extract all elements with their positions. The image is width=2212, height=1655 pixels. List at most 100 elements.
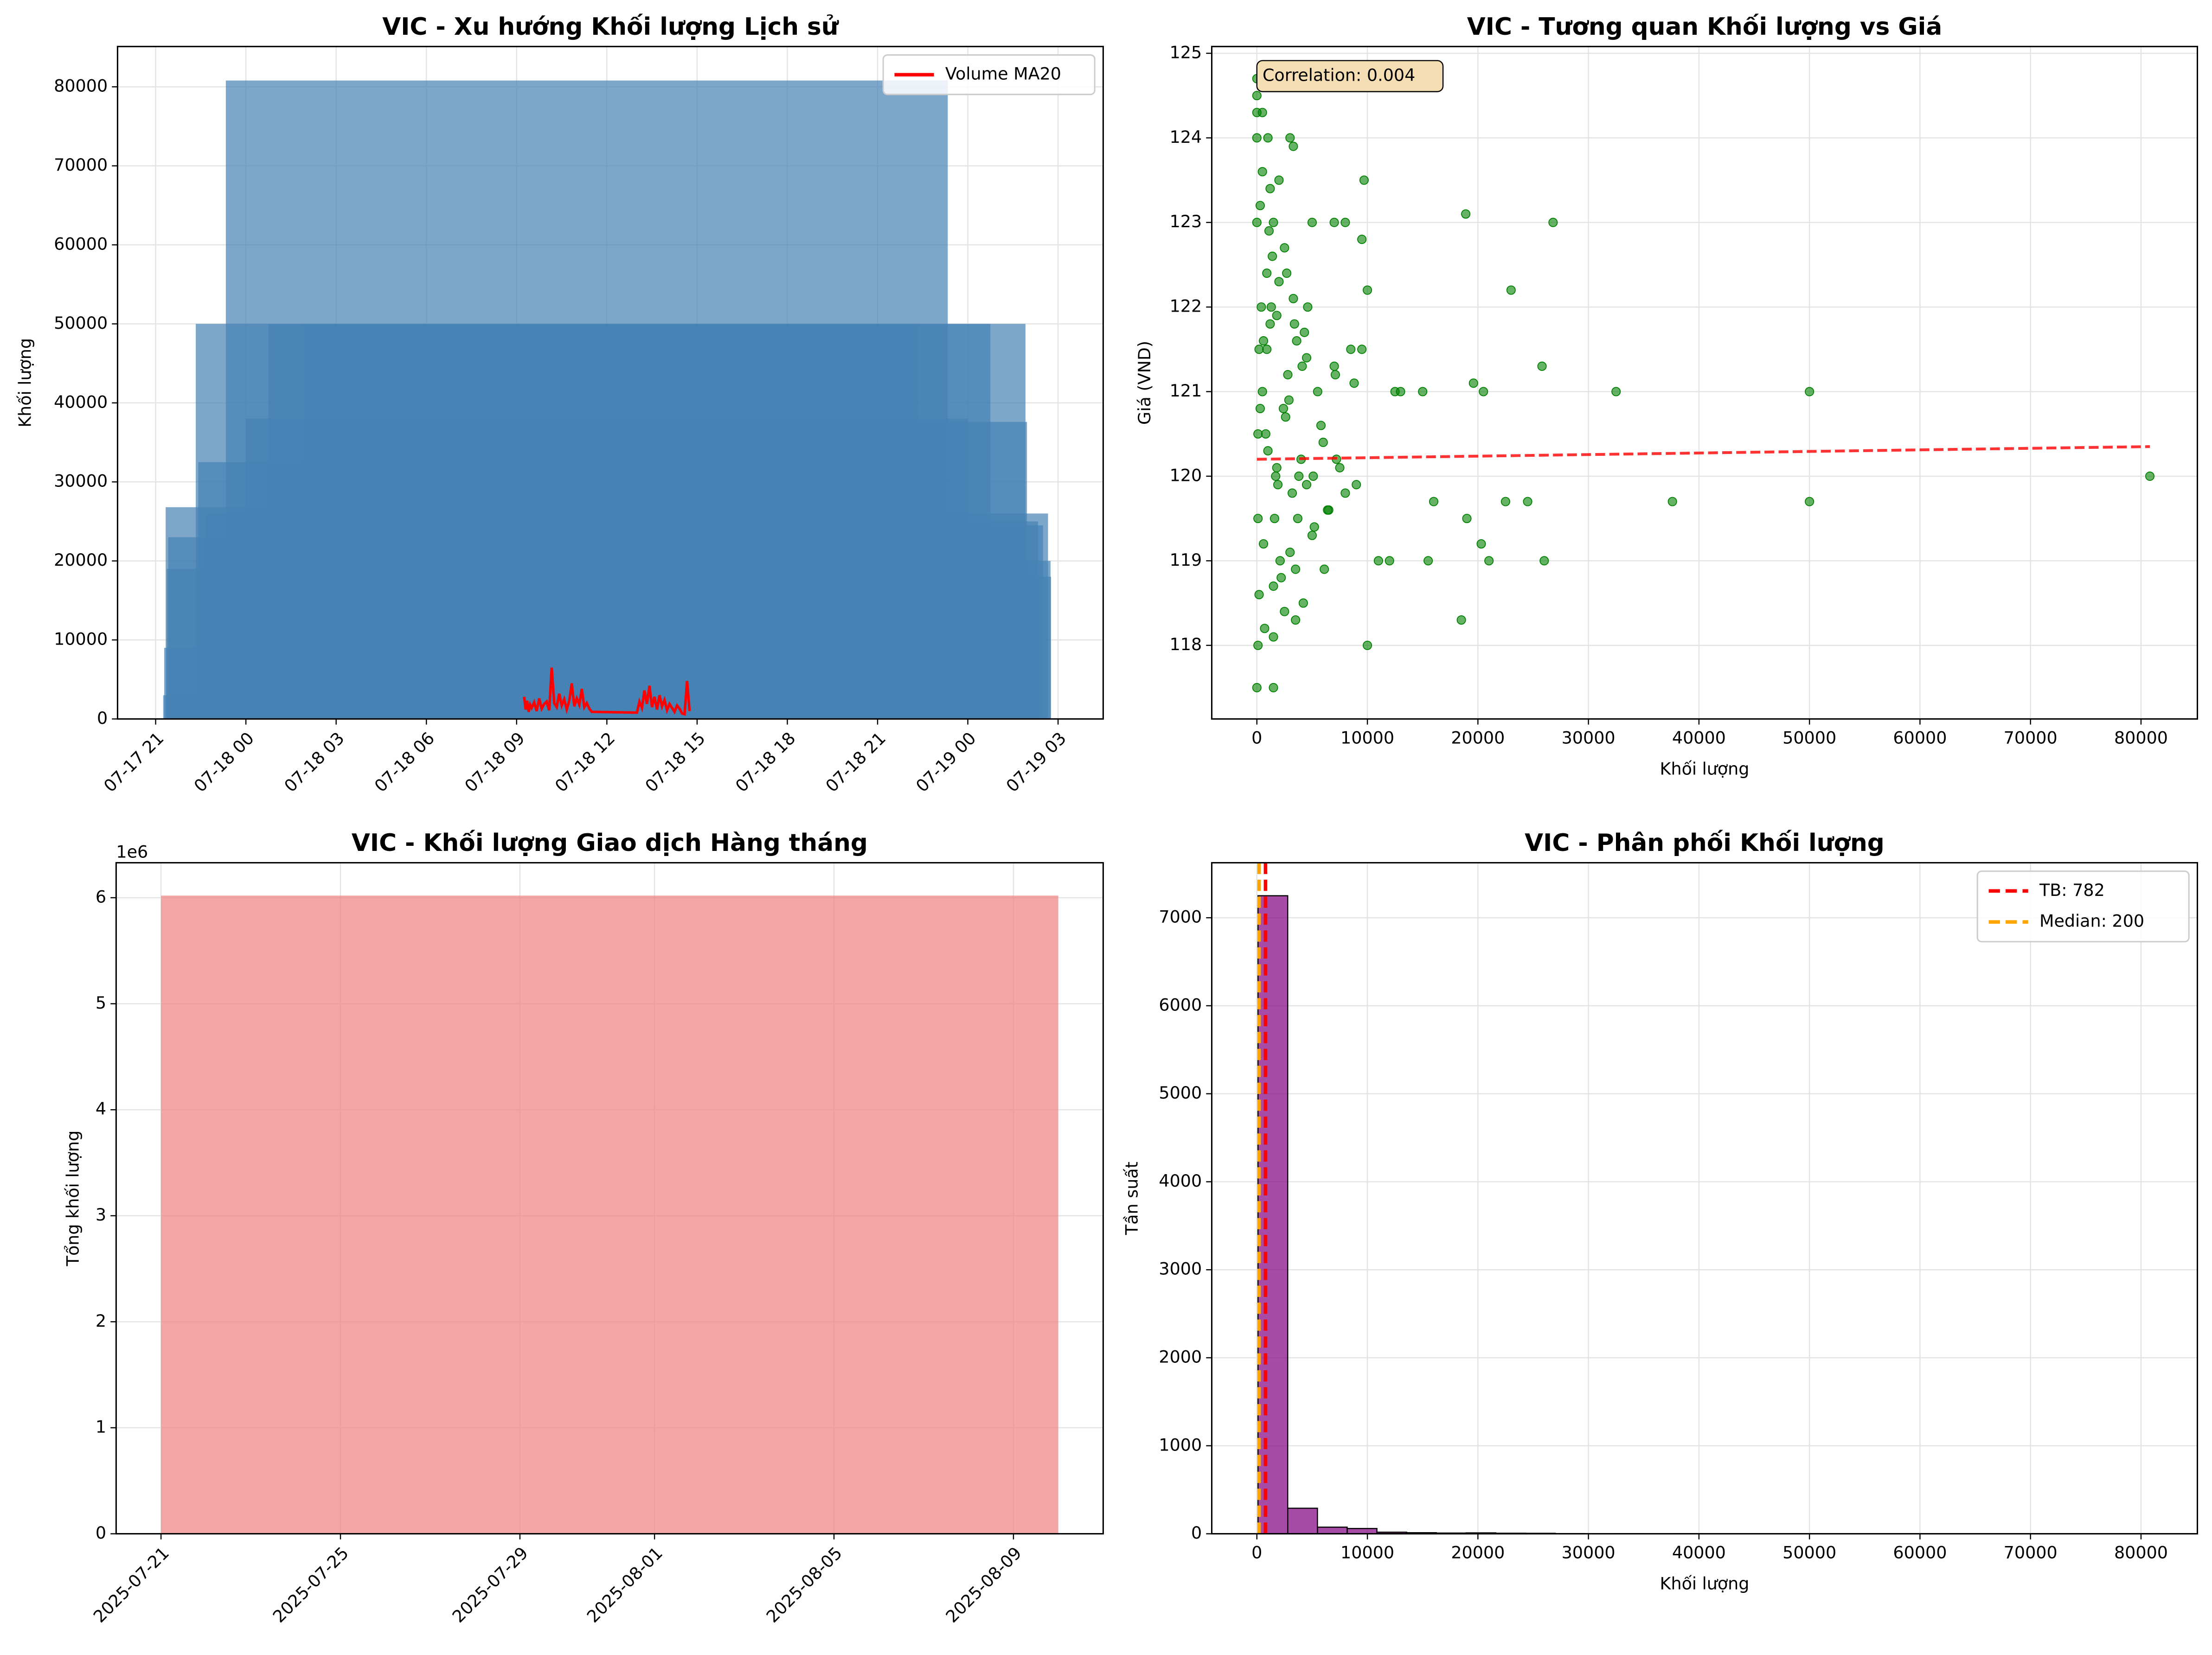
point xyxy=(1266,302,1276,312)
x-tick-label: 30000 xyxy=(1562,1543,1616,1563)
point xyxy=(1340,488,1350,498)
x-tick-label: 40000 xyxy=(1672,1543,1726,1563)
y-tick-label: 4000 xyxy=(1159,1171,1202,1191)
y-tick-label: 3000 xyxy=(1159,1259,1202,1279)
point xyxy=(1300,327,1309,337)
hist-bar xyxy=(1287,1508,1318,1534)
point xyxy=(1255,201,1265,211)
point xyxy=(1302,353,1312,363)
marks xyxy=(1252,74,2155,692)
point xyxy=(1309,522,1319,532)
point xyxy=(1308,471,1318,481)
point xyxy=(1307,530,1317,540)
point xyxy=(1283,370,1293,380)
point xyxy=(2145,471,2155,481)
marks xyxy=(163,80,1052,719)
point xyxy=(1357,345,1367,354)
y-tick-label: 50000 xyxy=(54,313,108,333)
point xyxy=(1805,497,1814,506)
x-tick-label: 50000 xyxy=(1782,728,1836,748)
point xyxy=(1359,175,1369,185)
point xyxy=(1418,387,1428,396)
point xyxy=(1268,251,1277,261)
point xyxy=(1284,395,1294,405)
y-tick-label: 119 xyxy=(1170,550,1202,570)
hist-bar xyxy=(1317,1527,1348,1534)
point xyxy=(1285,133,1295,143)
y-tick-label: 1000 xyxy=(1159,1435,1202,1455)
point xyxy=(1288,488,1297,498)
y-tick-label: 7000 xyxy=(1159,907,1202,927)
y-tick-label: 80000 xyxy=(54,76,108,96)
point xyxy=(1253,640,1263,650)
point xyxy=(1479,387,1488,396)
point xyxy=(1274,277,1284,287)
point xyxy=(1274,175,1284,185)
point xyxy=(1318,437,1328,447)
y-tick-label: 5 xyxy=(96,993,106,1013)
point xyxy=(1357,235,1367,244)
axes-frame xyxy=(1211,45,2199,720)
point xyxy=(1259,539,1269,549)
axes-frame xyxy=(1211,862,2199,1535)
point xyxy=(1484,556,1494,566)
x-tick-label: 60000 xyxy=(1893,728,1947,748)
y-tick-label: 10000 xyxy=(54,629,108,649)
trend-line xyxy=(1257,445,2150,461)
point xyxy=(1390,387,1400,396)
point xyxy=(1262,268,1272,278)
y-tick-label: 2000 xyxy=(1159,1347,1202,1367)
point xyxy=(1363,285,1372,295)
point xyxy=(1276,573,1286,582)
point xyxy=(1289,319,1299,329)
legend-label: Volume MA20 xyxy=(945,64,1061,84)
y-axis-label: Tần suất xyxy=(1122,1162,1142,1235)
x-tick-label: 80000 xyxy=(2114,1543,2168,1563)
point xyxy=(1261,429,1270,439)
bar xyxy=(329,576,1052,719)
point xyxy=(1456,615,1466,625)
annotation: Correlation: 0.004 xyxy=(1263,65,1415,85)
point xyxy=(1289,141,1298,151)
y-tick-label: 40000 xyxy=(54,392,108,412)
x-tick-label: 0 xyxy=(1251,728,1262,748)
point xyxy=(1373,556,1383,566)
point xyxy=(1257,302,1266,312)
y-tick-label: 0 xyxy=(96,1523,106,1543)
legend-label: TB: 782 xyxy=(2039,880,2105,900)
point xyxy=(1335,463,1345,473)
point xyxy=(1253,429,1263,439)
point xyxy=(1352,480,1361,490)
y-tick-label: 121 xyxy=(1170,381,1202,401)
y-axis-label: Tổng khối lượng xyxy=(63,1131,83,1267)
y-tick-label: 6 xyxy=(96,887,106,907)
point xyxy=(1252,683,1262,692)
y-tick-label: 30000 xyxy=(54,471,108,491)
annotation-box xyxy=(1256,60,1444,92)
y-tick-label: 122 xyxy=(1170,296,1202,316)
point xyxy=(1320,564,1329,574)
point xyxy=(1523,497,1532,506)
axes-frame xyxy=(116,45,1104,720)
marks xyxy=(161,895,1058,1534)
y-tick-label: 70000 xyxy=(54,155,108,175)
point xyxy=(1264,226,1274,236)
y-tick-label: 0 xyxy=(1191,1523,1202,1543)
grid xyxy=(1212,46,2198,719)
x-tick-label: 40000 xyxy=(1672,728,1726,748)
point xyxy=(1280,607,1289,616)
y-tick-label: 118 xyxy=(1170,634,1202,654)
hist-bar xyxy=(1346,1527,1378,1534)
point xyxy=(1548,217,1558,227)
point xyxy=(1263,446,1273,456)
chart-title: VIC - Khối lượng Giao dịch Hàng tháng xyxy=(352,829,868,857)
x-tick-label: 10000 xyxy=(1340,728,1394,748)
point xyxy=(1291,564,1301,574)
y-tick-label: 5000 xyxy=(1159,1083,1202,1103)
y-tick-label: 20000 xyxy=(54,550,108,570)
point xyxy=(1423,556,1433,566)
point xyxy=(1667,497,1677,506)
point xyxy=(1303,302,1313,312)
